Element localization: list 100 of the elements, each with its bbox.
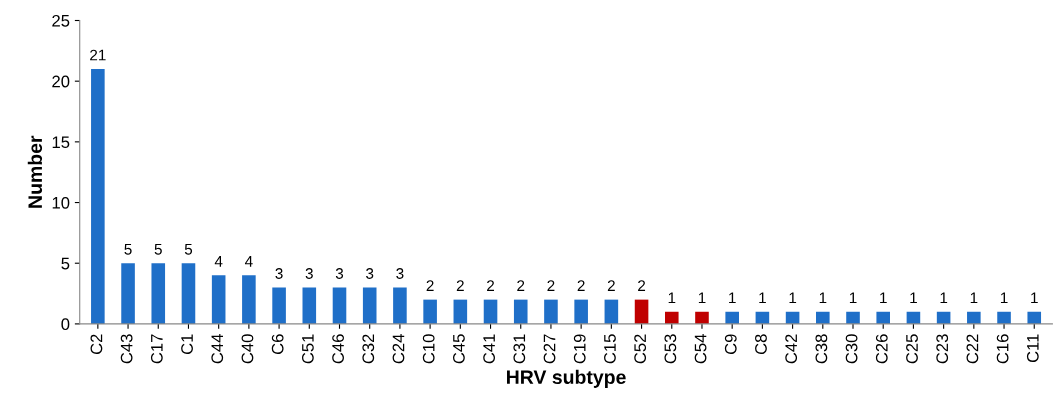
x-tick-label: C32 xyxy=(362,334,375,364)
x-tick-label: C1 xyxy=(181,334,193,355)
data-label: 1 xyxy=(910,292,917,304)
x-tick-label: C45 xyxy=(453,334,465,364)
data-label: 2 xyxy=(547,280,555,291)
data-label: 1 xyxy=(880,292,887,304)
x-tick-label: C23 xyxy=(936,334,949,364)
bar xyxy=(332,287,347,324)
x-tick-label: C51 xyxy=(301,334,314,364)
bar xyxy=(242,275,256,324)
bar xyxy=(664,311,679,324)
x-tick-label: C41 xyxy=(483,334,496,364)
data-label: 3 xyxy=(275,268,283,279)
bar xyxy=(997,311,1011,324)
data-label: 4 xyxy=(214,256,223,267)
x-tick-label: C16 xyxy=(996,334,1009,364)
bar xyxy=(816,311,830,324)
y-tick-label: 10 xyxy=(52,196,70,209)
bar xyxy=(302,287,317,324)
y-tick-label: 20 xyxy=(52,75,70,88)
data-label: 2 xyxy=(487,280,495,291)
bar xyxy=(574,299,588,324)
y-tick-label: 15 xyxy=(52,136,70,149)
bar xyxy=(1027,311,1042,324)
data-label: 5 xyxy=(154,243,162,255)
data-label: 5 xyxy=(184,243,193,255)
x-axis-title: HRV subtype xyxy=(507,369,626,388)
data-label: 1 xyxy=(1000,292,1008,304)
data-label: 1 xyxy=(819,292,827,304)
data-label: 3 xyxy=(305,268,313,279)
bar xyxy=(634,299,649,324)
x-tick-label: C27 xyxy=(543,334,556,364)
data-label: 1 xyxy=(789,292,797,304)
x-tick-label: C2 xyxy=(90,334,103,355)
x-tick-label: C53 xyxy=(664,334,677,364)
data-label: 1 xyxy=(759,292,766,304)
bar xyxy=(695,311,709,324)
x-tick-label: C19 xyxy=(573,334,586,364)
bar xyxy=(483,299,498,324)
data-label: 2 xyxy=(607,280,615,291)
x-tick-label: C17 xyxy=(150,334,163,364)
data-label: 2 xyxy=(426,280,434,291)
data-label: 21 xyxy=(90,49,106,61)
data-label: 1 xyxy=(849,292,857,304)
bar xyxy=(151,263,166,324)
data-label: 2 xyxy=(577,280,585,291)
bar xyxy=(393,287,407,324)
x-tick-label: C22 xyxy=(966,334,979,364)
x-tick-label: C26 xyxy=(875,334,888,364)
x-tick-label: C42 xyxy=(785,334,798,364)
bar xyxy=(181,263,196,324)
bar xyxy=(91,69,105,324)
bar xyxy=(725,311,739,324)
x-tick-label: C11 xyxy=(1026,334,1039,363)
bar xyxy=(362,287,377,324)
bar xyxy=(967,311,981,324)
data-label: 1 xyxy=(698,292,706,304)
data-label: 3 xyxy=(335,268,344,279)
data-label: 4 xyxy=(244,256,253,267)
y-tick-label: 0 xyxy=(61,318,70,331)
data-label: 1 xyxy=(1031,292,1038,304)
bar xyxy=(604,299,619,324)
x-tick-label: C9 xyxy=(724,334,737,355)
x-tick-label: C44 xyxy=(211,334,224,364)
x-tick-label: C30 xyxy=(845,334,858,364)
bar xyxy=(121,263,135,324)
bar xyxy=(423,299,437,324)
x-tick-label: C52 xyxy=(634,334,647,364)
data-label: 5 xyxy=(124,243,132,255)
x-tick-label: C38 xyxy=(815,334,828,364)
bar xyxy=(211,275,226,324)
y-axis-title: Number xyxy=(27,135,43,208)
x-tick-label: C8 xyxy=(755,334,767,355)
y-tick-label: 25 xyxy=(52,14,70,27)
x-tick-label: C24 xyxy=(392,334,405,364)
bar xyxy=(513,299,528,324)
data-label: 2 xyxy=(456,280,464,291)
data-label: 2 xyxy=(517,280,525,291)
x-tick-label: C43 xyxy=(120,334,133,364)
data-label: 3 xyxy=(396,268,404,279)
x-tick-label: C15 xyxy=(604,334,616,364)
x-tick-label: C40 xyxy=(241,334,254,364)
data-label: 3 xyxy=(366,268,374,279)
data-label: 1 xyxy=(940,292,948,304)
bar xyxy=(453,299,468,324)
bar xyxy=(876,311,891,324)
bar xyxy=(846,311,860,324)
data-label: 2 xyxy=(638,280,646,291)
data-label: 1 xyxy=(668,292,676,304)
y-tick-label: 5 xyxy=(61,257,70,270)
bar xyxy=(544,299,558,324)
x-tick-label: C25 xyxy=(906,334,918,364)
bar xyxy=(272,287,286,324)
x-tick-label: C10 xyxy=(422,334,435,364)
x-tick-label: C31 xyxy=(513,334,526,364)
x-tick-label: C46 xyxy=(332,334,344,364)
x-tick-label: C6 xyxy=(271,334,284,355)
data-label: 1 xyxy=(970,292,978,304)
data-label: 1 xyxy=(729,292,736,304)
x-tick-label: C54 xyxy=(694,334,707,364)
